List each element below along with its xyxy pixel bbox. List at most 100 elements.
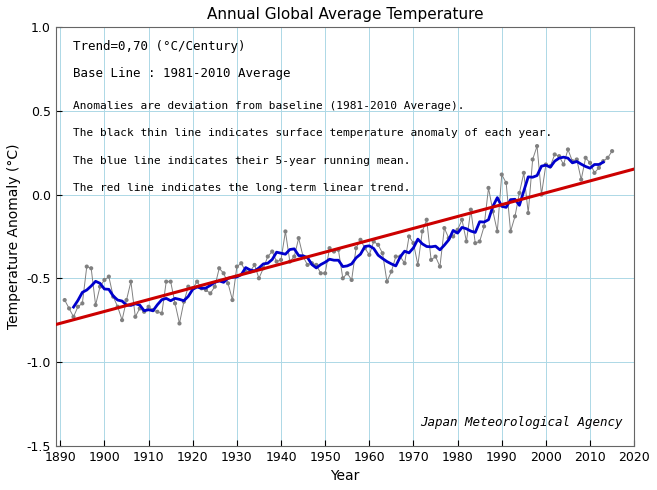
Point	[161, 278, 171, 286]
Point	[448, 233, 459, 241]
Point	[549, 150, 560, 158]
Point	[59, 296, 70, 304]
Point	[545, 162, 556, 170]
Point	[200, 286, 211, 294]
Point	[289, 253, 300, 261]
Text: The black thin line indicates surface temperature anomaly of each year.: The black thin line indicates surface te…	[73, 128, 553, 138]
Point	[122, 296, 132, 304]
Point	[466, 206, 476, 214]
Point	[170, 299, 180, 307]
Point	[284, 258, 295, 266]
Point	[68, 313, 79, 320]
Point	[302, 261, 313, 269]
Point	[117, 316, 127, 324]
Point	[210, 283, 220, 291]
Point	[479, 222, 489, 230]
Point	[443, 234, 454, 242]
Point	[218, 270, 229, 277]
Point	[580, 154, 591, 162]
Point	[435, 263, 445, 270]
X-axis label: Year: Year	[330, 469, 360, 483]
Point	[249, 261, 260, 269]
Point	[240, 268, 251, 275]
Point	[333, 246, 344, 254]
Point	[373, 241, 384, 249]
Point	[223, 279, 233, 287]
Point	[108, 293, 118, 301]
Point	[404, 233, 415, 241]
Point	[143, 303, 154, 311]
Point	[351, 244, 361, 252]
Point	[280, 227, 290, 235]
Point	[77, 299, 87, 307]
Point	[501, 179, 511, 187]
Point	[315, 270, 326, 277]
Point	[307, 259, 317, 267]
Point	[576, 175, 587, 183]
Text: Base Line : 1981-2010 Average: Base Line : 1981-2010 Average	[73, 68, 290, 80]
Point	[417, 227, 428, 235]
Point	[470, 239, 480, 247]
Point	[298, 253, 308, 261]
Point	[567, 157, 578, 165]
Text: Anomalies are deviation from baseline (1981-2010 Average).: Anomalies are deviation from baseline (1…	[73, 100, 464, 111]
Point	[90, 301, 101, 309]
Point	[196, 284, 207, 292]
Point	[95, 283, 105, 291]
Text: Trend=0,70 (°C/Century): Trend=0,70 (°C/Century)	[73, 40, 246, 53]
Point	[492, 227, 503, 235]
Point	[589, 169, 600, 177]
Point	[382, 278, 392, 286]
Point	[86, 264, 97, 272]
Point	[174, 319, 185, 327]
Point	[395, 253, 405, 261]
Point	[359, 244, 370, 252]
Point	[342, 270, 353, 277]
Point	[541, 161, 551, 169]
Point	[554, 152, 564, 160]
Point	[179, 298, 189, 306]
Point	[408, 239, 419, 247]
Point	[254, 274, 264, 282]
Point	[430, 253, 441, 261]
Point	[484, 184, 494, 192]
Point	[125, 278, 136, 286]
Point	[81, 263, 92, 270]
Point	[536, 191, 547, 198]
Point	[528, 155, 538, 163]
Point	[497, 171, 507, 178]
Point	[139, 308, 149, 316]
Point	[505, 227, 516, 235]
Point	[602, 154, 613, 162]
Y-axis label: Temperature Anomaly (°C): Temperature Anomaly (°C)	[7, 144, 21, 329]
Point	[104, 273, 114, 281]
Point	[355, 236, 366, 244]
Point	[572, 155, 582, 163]
Point	[263, 253, 273, 261]
Point	[585, 159, 595, 167]
Point	[514, 189, 525, 197]
Point	[346, 276, 357, 284]
Point	[487, 207, 498, 215]
Point	[99, 276, 110, 284]
Point	[135, 304, 145, 312]
Point	[399, 259, 410, 267]
Point	[452, 226, 463, 234]
Point	[421, 216, 432, 223]
Point	[320, 270, 330, 277]
Point	[457, 216, 467, 223]
Point	[236, 259, 246, 267]
Point	[148, 306, 158, 314]
Point	[294, 234, 304, 242]
Point	[152, 308, 163, 316]
Text: The red line indicates the long-term linear trend.: The red line indicates the long-term lin…	[73, 183, 411, 194]
Point	[276, 256, 286, 264]
Point	[510, 213, 520, 220]
Text: Japan Meteorological Agency: Japan Meteorological Agency	[420, 416, 623, 429]
Point	[558, 161, 569, 169]
Point	[338, 274, 348, 282]
Point	[369, 238, 379, 245]
Point	[73, 303, 83, 311]
Point	[426, 256, 436, 264]
Point	[390, 253, 401, 261]
